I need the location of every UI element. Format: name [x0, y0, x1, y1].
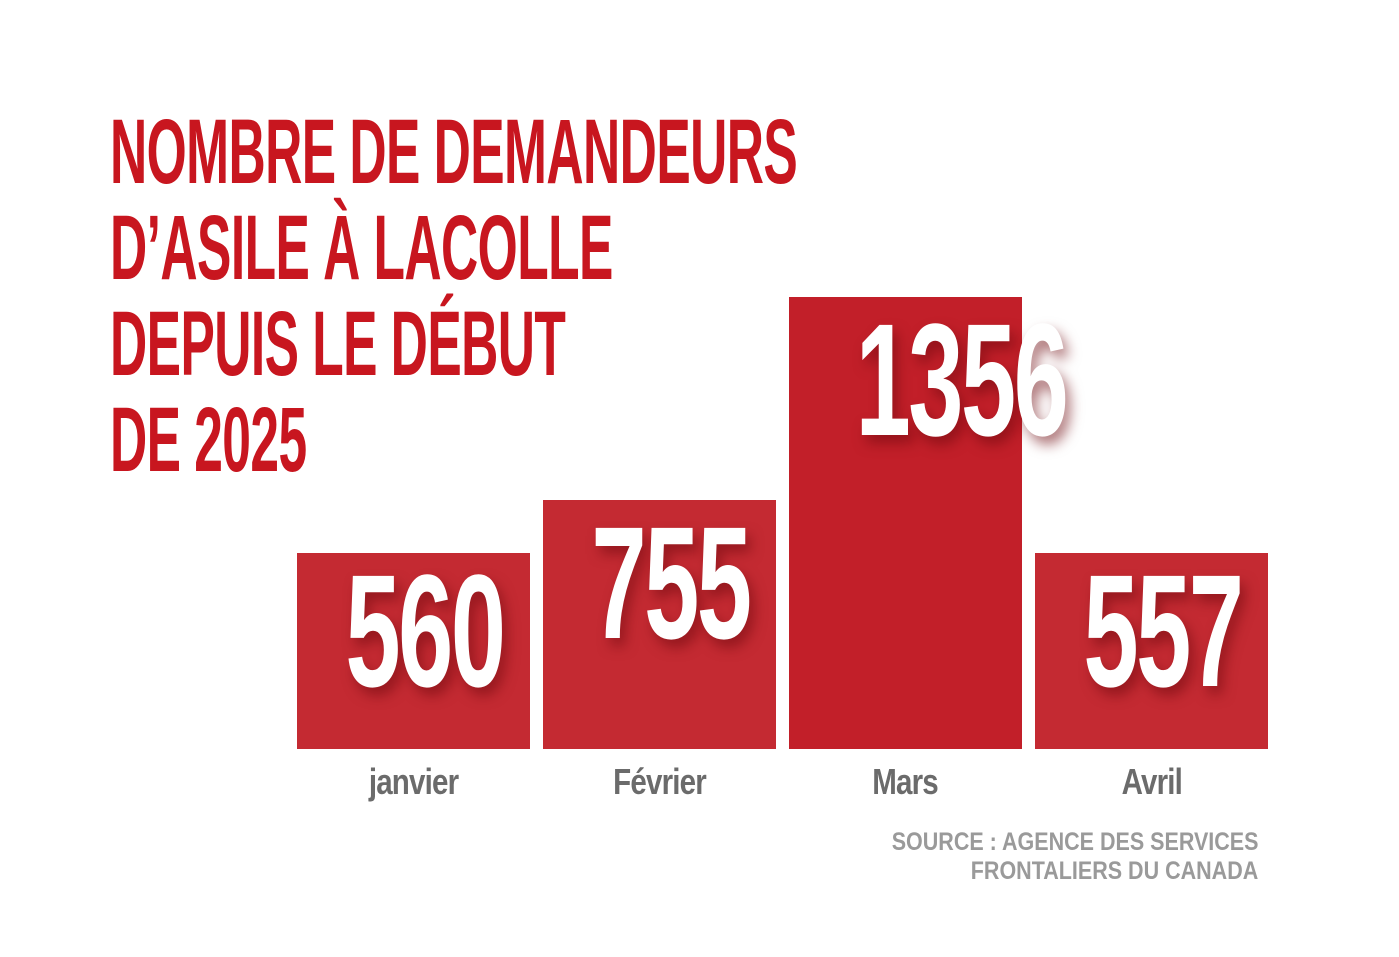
month-label: Avril [1121, 761, 1182, 802]
bar-avril: 557 [1035, 551, 1268, 749]
title-line-3: DEPUIS LE DÉBUT [110, 293, 566, 395]
chart-title: NOMBRE DE DEMANDEURS D’ASILE À LACOLLE D… [110, 101, 798, 491]
x-axis-label-mars: Mars [789, 760, 1022, 804]
bar-mars: 1356 [789, 297, 1069, 749]
month-label: janvier [368, 761, 459, 802]
bar-value: 755 [543, 503, 776, 663]
source-note: SOURCE : AGENCE DES SERVICES FRONTALIERS… [832, 828, 1258, 886]
title-line-4: DE 2025 [110, 389, 307, 491]
x-axis-label-janvier: janvier [297, 760, 530, 804]
bar-value-text: 755 [591, 493, 752, 672]
x-axis-label-fevrier: Février [543, 760, 776, 804]
bar-value: 557 [1035, 551, 1268, 711]
title-line-2: D’ASILE À LACOLLE [110, 197, 613, 299]
month-label: Mars [872, 761, 939, 802]
title-line-1: NOMBRE DE DEMANDEURS [110, 101, 798, 203]
month-label: Février [613, 761, 707, 802]
bar-value-text: 1356 [855, 290, 1069, 469]
source-line-1: SOURCE : AGENCE DES SERVICES [891, 828, 1258, 856]
bar-janvier: 560 [297, 551, 530, 749]
bar-fevrier: 755 [543, 500, 776, 749]
x-axis-label-avril: Avril [1035, 760, 1268, 804]
bar-value: 560 [297, 551, 530, 711]
bar-value: 1356 [791, 300, 1069, 460]
bar-value-text: 557 [1083, 541, 1244, 720]
source-line-2: FRONTALIERS DU CANADA [970, 857, 1258, 885]
bar-value-text: 560 [345, 541, 506, 720]
